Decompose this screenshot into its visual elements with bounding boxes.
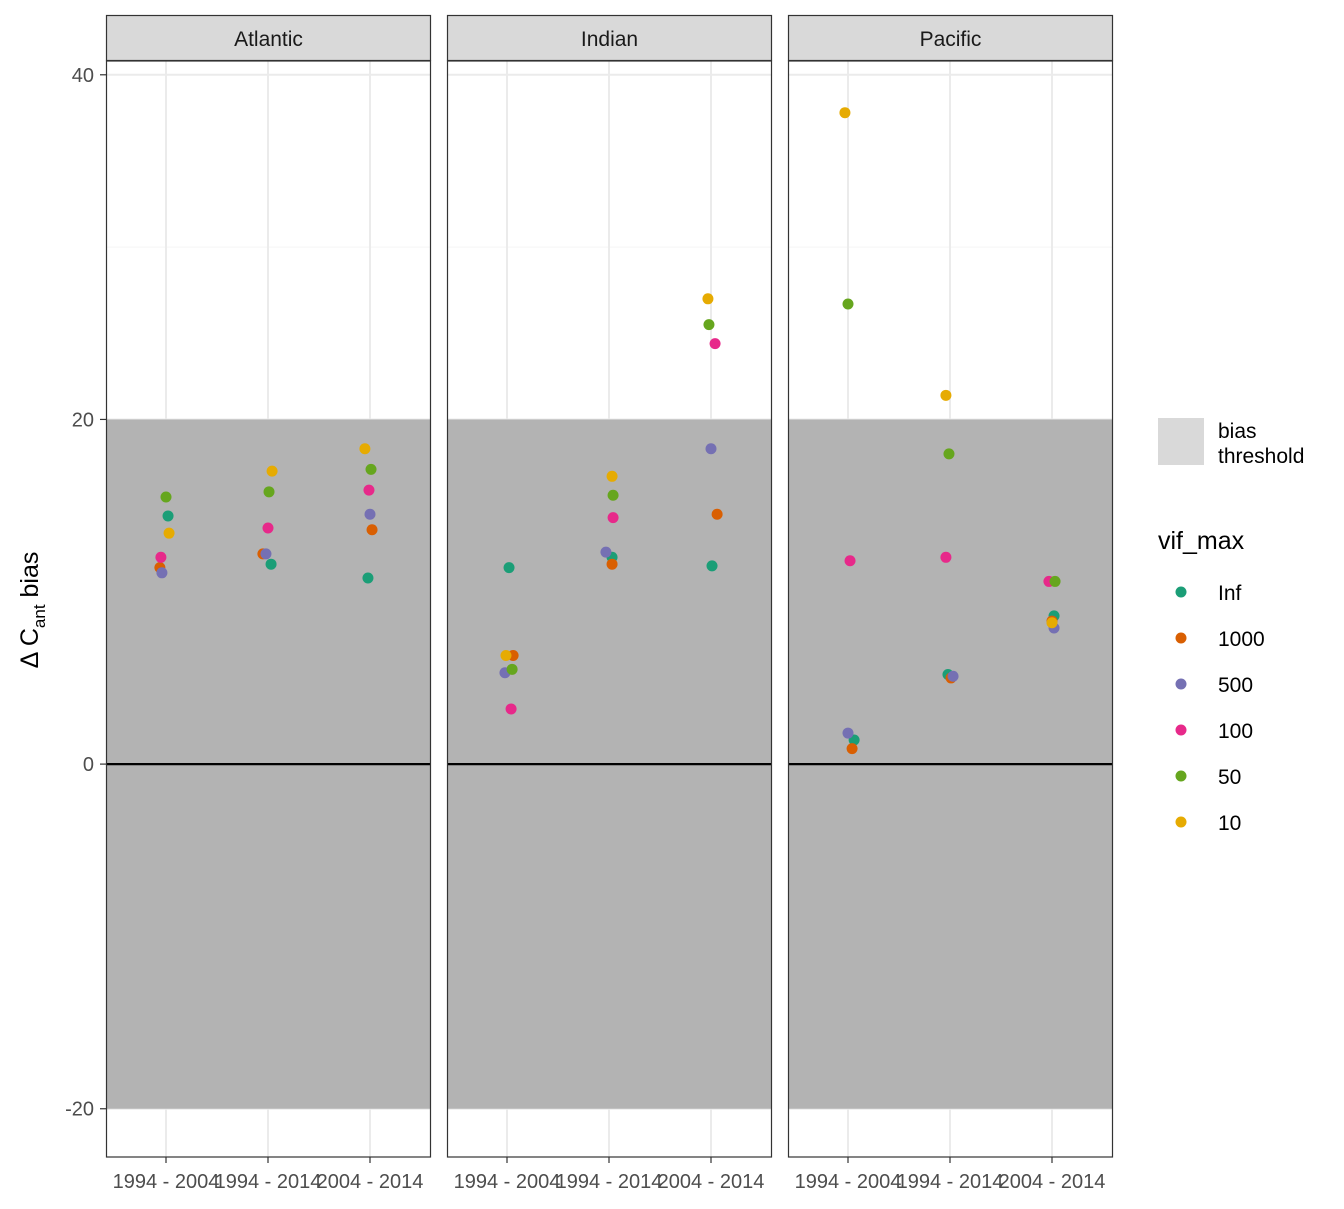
x-tick-label: 2004 - 2014 xyxy=(999,1171,1106,1193)
data-point xyxy=(844,555,856,567)
data-point xyxy=(947,670,959,682)
y-tick-label: 0 xyxy=(83,754,94,776)
data-point xyxy=(503,562,515,574)
x-tick-label: 1994 - 2014 xyxy=(556,1171,663,1193)
legend-item-label: 50 xyxy=(1218,766,1241,789)
data-point xyxy=(940,389,952,401)
legend-item-label: 1000 xyxy=(1218,628,1265,651)
data-point xyxy=(260,548,272,560)
legend-swatch xyxy=(1175,816,1187,828)
data-point xyxy=(705,443,717,455)
data-point xyxy=(155,551,167,563)
data-point xyxy=(160,491,172,503)
legend-swatch xyxy=(1175,678,1187,690)
y-tick-label: 40 xyxy=(72,65,94,87)
y-tick-label: 20 xyxy=(72,409,94,431)
data-point xyxy=(156,567,168,579)
y-tick-label: -20 xyxy=(65,1099,94,1121)
legend-item-label: Inf xyxy=(1218,582,1242,605)
data-point xyxy=(263,486,275,498)
data-point xyxy=(266,465,278,477)
legend-band-label: bias xyxy=(1218,420,1257,443)
legend-swatch xyxy=(1175,770,1187,782)
data-point xyxy=(364,508,376,520)
data-point xyxy=(1049,575,1061,587)
facet-strip xyxy=(787,14,1114,62)
legend-swatch xyxy=(1175,724,1187,736)
data-point xyxy=(702,293,714,305)
data-point xyxy=(842,727,854,739)
data-point xyxy=(846,743,858,755)
data-point xyxy=(163,527,175,539)
data-point xyxy=(366,524,378,536)
data-point xyxy=(500,650,512,662)
y-axis-label-suffix: bias xyxy=(16,552,44,605)
data-point xyxy=(607,489,619,501)
x-tick-label: 1994 - 2014 xyxy=(215,1171,322,1193)
facet-strip-label: Pacific xyxy=(920,28,982,51)
data-point xyxy=(606,470,618,482)
data-point xyxy=(711,508,723,520)
data-point xyxy=(706,560,718,572)
facet-strip xyxy=(446,14,773,62)
x-tick-label: 2004 - 2014 xyxy=(317,1171,424,1193)
data-point xyxy=(839,107,851,119)
data-point xyxy=(1046,617,1058,629)
legend-swatch xyxy=(1175,632,1187,644)
data-point xyxy=(940,551,952,563)
data-point xyxy=(262,522,274,534)
data-point xyxy=(265,558,277,570)
x-tick-label: 1994 - 2014 xyxy=(897,1171,1004,1193)
data-point xyxy=(703,319,715,331)
data-point xyxy=(842,298,854,310)
x-tick-label: 2004 - 2014 xyxy=(658,1171,765,1193)
data-point xyxy=(709,338,721,350)
data-point xyxy=(505,703,517,715)
legend-band-label: threshold xyxy=(1218,445,1304,468)
legend-title: vif_max xyxy=(1158,527,1245,555)
data-point xyxy=(600,546,612,558)
facet-strip-label: Indian xyxy=(581,28,638,51)
data-point xyxy=(359,443,371,455)
data-point xyxy=(362,572,374,584)
data-point xyxy=(943,448,955,460)
data-point xyxy=(162,510,174,522)
data-point xyxy=(363,484,375,496)
data-point xyxy=(606,558,618,570)
legend-swatch xyxy=(1175,586,1187,598)
legend-item-label: 10 xyxy=(1218,812,1241,835)
legend-item-label: 500 xyxy=(1218,674,1253,697)
facet-strip xyxy=(105,14,432,62)
data-point xyxy=(506,663,518,675)
y-axis-label: Δ Cant bias xyxy=(16,552,49,669)
y-axis: -20 0 20 40 xyxy=(65,65,106,1121)
legend-item-label: 100 xyxy=(1218,720,1253,743)
x-tick-label: 1994 - 2004 xyxy=(454,1171,561,1193)
facet-strip-label: Atlantic xyxy=(234,28,303,51)
x-tick-label: 1994 - 2004 xyxy=(113,1171,220,1193)
x-tick-label: 1994 - 2004 xyxy=(795,1171,902,1193)
y-axis-label-prefix: Δ C xyxy=(16,628,44,668)
data-point xyxy=(365,463,377,475)
data-point xyxy=(607,512,619,524)
y-axis-label-sub: ant xyxy=(30,604,49,628)
legend-band-swatch xyxy=(1158,418,1204,465)
